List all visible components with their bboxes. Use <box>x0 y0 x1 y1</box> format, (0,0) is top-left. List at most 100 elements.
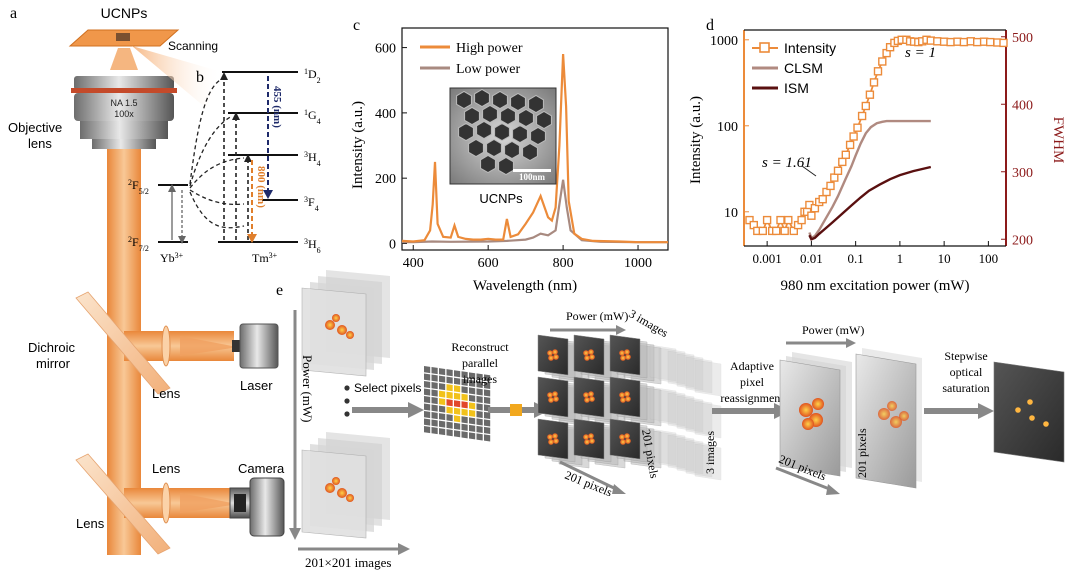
intensity-marker <box>762 215 772 225</box>
detector-pixel <box>476 433 483 441</box>
detector-pixel <box>431 389 438 397</box>
nanoparticle-hexagon <box>498 156 514 176</box>
camera-icon <box>229 477 285 537</box>
scanning-label: Scanning <box>168 39 218 53</box>
panel-label-d: d <box>706 17 714 34</box>
camera-focus-cone <box>180 493 232 513</box>
detector-pixel <box>446 414 453 422</box>
laser-focus-cone <box>180 336 232 356</box>
detector-pixel <box>439 398 446 406</box>
detector-pixel <box>461 401 468 409</box>
lens-label-3: Lens <box>76 516 105 531</box>
parallel-image-ghost <box>658 389 686 427</box>
intensity-marker <box>845 140 855 150</box>
spectrum-axes-frame <box>401 27 669 251</box>
tem-inset: 100nm UCNPs <box>449 87 557 206</box>
power-axis-label: Power (mW) <box>300 355 315 423</box>
detector-pixel <box>424 426 431 434</box>
nanoparticle-hexagon <box>536 110 552 130</box>
nanoparticle-hexagon <box>494 122 510 142</box>
detector-pixel <box>461 408 468 416</box>
parallel-image-spot <box>547 434 553 440</box>
detector-pixel <box>454 370 461 378</box>
panel-c-spectrum: c 400 600 800 1000 0 200 400 600 Wavelength (nm… <box>350 17 669 294</box>
parallel-image-spot <box>625 396 631 402</box>
detector-pixel <box>484 434 491 442</box>
adaptive-label-2: pixel <box>740 375 765 389</box>
detector-pixel <box>446 384 453 392</box>
spectrum-ylabel: Intensity (a.u.) <box>350 101 366 189</box>
parallel-image-spot <box>620 439 626 445</box>
parallel-image-spot <box>624 349 630 355</box>
parallel-image-spot <box>547 350 553 356</box>
detector-pixel <box>431 367 438 375</box>
detector-pixel <box>476 373 483 381</box>
sample-label: UCNPs <box>101 5 148 21</box>
detector-pixel <box>431 404 438 412</box>
parallel-image-ghost <box>685 398 713 436</box>
nanoparticle-hexagon <box>500 106 516 126</box>
intensity-marker <box>857 111 867 121</box>
nanoparticle-hexagon <box>482 104 498 124</box>
dichroic-label-2: mirror <box>36 356 71 371</box>
detector-pixel <box>439 383 446 391</box>
legend-intensity-swatch <box>759 42 770 53</box>
stepwise-label-3: saturation <box>942 381 989 395</box>
y-right-tick-label: 200 <box>1012 233 1033 248</box>
parallel-image-spot <box>624 433 630 439</box>
focus-beam <box>110 48 138 70</box>
selected-pixel-marker <box>510 404 522 416</box>
detector-pixel <box>484 419 491 427</box>
detector-pixel <box>439 405 446 413</box>
detector-pixel <box>446 421 453 429</box>
inset-ucnps-label: UCNPs <box>479 191 523 206</box>
intensity-marker <box>973 37 982 47</box>
parallel-image-spot <box>584 355 590 361</box>
nanoparticle-hexagon <box>456 90 472 110</box>
parallel-image-ghost <box>694 443 722 481</box>
dichroic-label-1: Dichroic <box>28 340 75 355</box>
y-tick-label: 10 <box>724 206 738 221</box>
legend-intensity-label: Intensity <box>784 40 836 56</box>
legend-ism-label: ISM <box>784 80 809 96</box>
y-tick-label: 0 <box>389 237 396 252</box>
adaptive-label-1: Adaptive <box>730 359 774 373</box>
parallel-image-ghost <box>658 431 686 469</box>
reconstruct-label-3: images <box>463 372 497 386</box>
images-label: 201×201 images <box>305 555 391 570</box>
objective-label-2: lens <box>28 136 52 151</box>
intensity-marker <box>861 101 870 111</box>
y-right-tick-label: 400 <box>1012 98 1033 113</box>
label-2F72: 2F7/2 <box>128 235 149 253</box>
parallel-image-plate <box>537 418 569 460</box>
intensity-marker <box>797 215 806 225</box>
detector-pixel <box>446 399 453 407</box>
intensity-marker <box>873 67 883 76</box>
detector-pixel <box>476 425 483 433</box>
nanoparticle-hexagon <box>476 120 492 140</box>
objective-na: NA 1.5 <box>110 98 137 108</box>
parallel-image-spot <box>553 438 559 444</box>
detector-pixel <box>446 406 453 414</box>
parallel-image-ghost <box>649 386 677 424</box>
parallel-image-spot <box>553 396 559 402</box>
intensity-marker <box>869 78 879 87</box>
detector-pixel <box>461 371 468 379</box>
label-1G4: 1G4 <box>304 108 321 126</box>
detector-pixel <box>431 419 438 427</box>
detector-pixel <box>439 368 446 376</box>
detector-pixel <box>469 394 476 402</box>
sample-holder-icon <box>116 33 130 41</box>
parallel-image-plate <box>537 376 569 418</box>
detector-pixel <box>469 402 476 410</box>
parallel-image-spot <box>548 397 554 403</box>
x-tick-label: 400 <box>403 256 424 271</box>
label-3H6: 3H6 <box>304 237 321 255</box>
label-3F4: 3F4 <box>304 195 319 213</box>
bottom-mirror <box>75 453 171 555</box>
detector-pixel <box>484 381 491 390</box>
parallel-image-plate <box>573 376 605 418</box>
intensity-marker <box>946 37 955 47</box>
panel-e-workflow: e Power (mW) 201×201 im <box>276 270 1065 570</box>
nanoparticle-hexagons <box>456 88 552 176</box>
